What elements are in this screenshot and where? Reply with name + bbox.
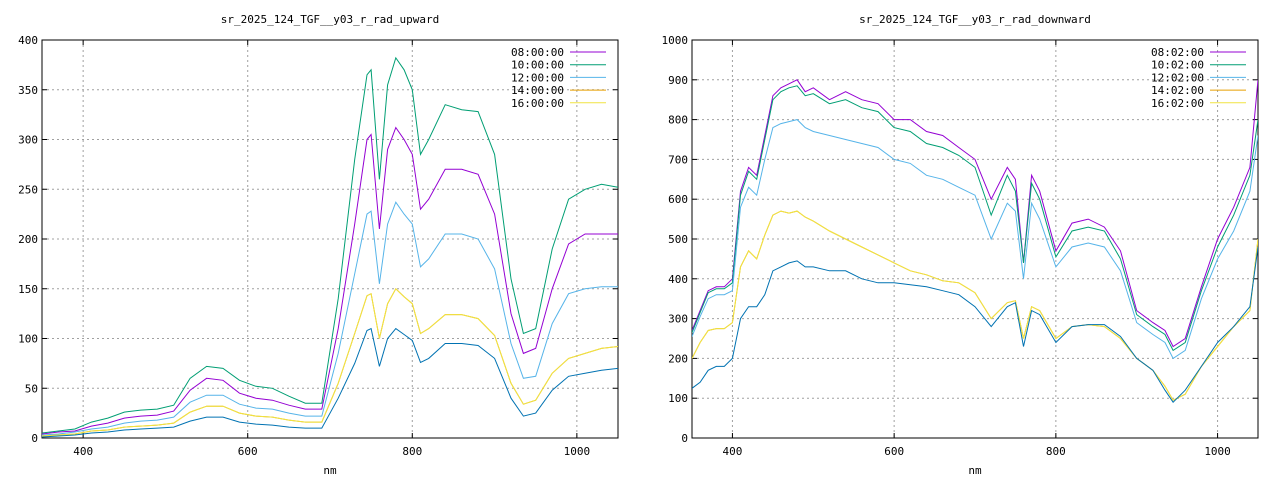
chart-title: sr_2025_124_TGF__y03_r_rad_upward [221, 13, 440, 26]
legend-label: 14:00:00 [511, 84, 564, 97]
y-tick-label: 300 [18, 134, 38, 147]
series-group [42, 56, 618, 438]
x-tick-label: 400 [73, 445, 93, 458]
y-tick-label: 900 [668, 74, 688, 87]
series-group [692, 79, 1258, 403]
series-line-12-00-00 [42, 201, 618, 436]
chart-title: sr_2025_124_TGF__y03_r_rad_downward [859, 13, 1091, 26]
series-line-08-00-00 [42, 126, 618, 435]
x-axis-label: nm [323, 464, 337, 477]
y-tick-label: 800 [668, 114, 688, 127]
y-tick-label: 600 [668, 193, 688, 206]
legend-label: 12:02:00 [1151, 71, 1204, 84]
legend-label: 10:02:00 [1151, 59, 1204, 72]
chart-downward: sr_2025_124_TGF__y03_r_rad_downward 0 100 2… [662, 13, 1259, 477]
y-tick-label: 150 [18, 283, 38, 296]
y-tick-label: 300 [668, 313, 688, 326]
y-tick-label: 700 [668, 153, 688, 166]
x-tick-label: 1000 [1204, 445, 1231, 458]
legend-label: 12:00:00 [511, 71, 564, 84]
legend-label: 14:02:00 [1151, 84, 1204, 97]
x-tick-label: 800 [402, 445, 422, 458]
y-tick-label: 0 [31, 432, 38, 445]
legend-label: 16:00:00 [511, 97, 564, 110]
series-line-16-00-00 [692, 210, 1258, 401]
y-tick-label: 400 [668, 273, 688, 286]
y-tick-label: 400 [18, 34, 38, 47]
legend-label: 08:02:00 [1151, 46, 1204, 59]
y-tick-label: 1000 [662, 34, 689, 47]
legend-label: 16:02:00 [1151, 97, 1204, 110]
series-line-10-00-00 [42, 56, 618, 434]
y-tick-label: 200 [18, 233, 38, 246]
x-tick-label: 600 [884, 445, 904, 458]
series-line-16-00-00 [42, 287, 618, 437]
y-tick-label: 200 [668, 352, 688, 365]
legend-label: 10:00:00 [511, 59, 564, 72]
x-tick-label: 1000 [564, 445, 591, 458]
y-tick-label: 350 [18, 84, 38, 97]
y-tick-label: 0 [681, 432, 688, 445]
y-tick-label: 500 [668, 233, 688, 246]
series-line-12-00-00 [692, 119, 1258, 360]
series-line-16-02-00 [692, 246, 1258, 403]
legend-label: 08:00:00 [511, 46, 564, 59]
x-axis-label: nm [968, 464, 982, 477]
x-tick-label: 600 [238, 445, 258, 458]
y-tick-label: 250 [18, 183, 38, 196]
series-line-16-00-00 [42, 327, 618, 438]
series-line-08-00-00 [692, 79, 1258, 348]
chart-upward: sr_2025_124_TGF__y03_r_rad_upward 0 50 100 1… [18, 13, 619, 477]
y-tick-label: 50 [25, 382, 38, 395]
x-tick-label: 800 [1046, 445, 1066, 458]
x-tick-label: 400 [722, 445, 742, 458]
y-tick-label: 100 [668, 392, 688, 405]
series-line-10-00-00 [692, 85, 1258, 352]
y-tick-label: 100 [18, 333, 38, 346]
